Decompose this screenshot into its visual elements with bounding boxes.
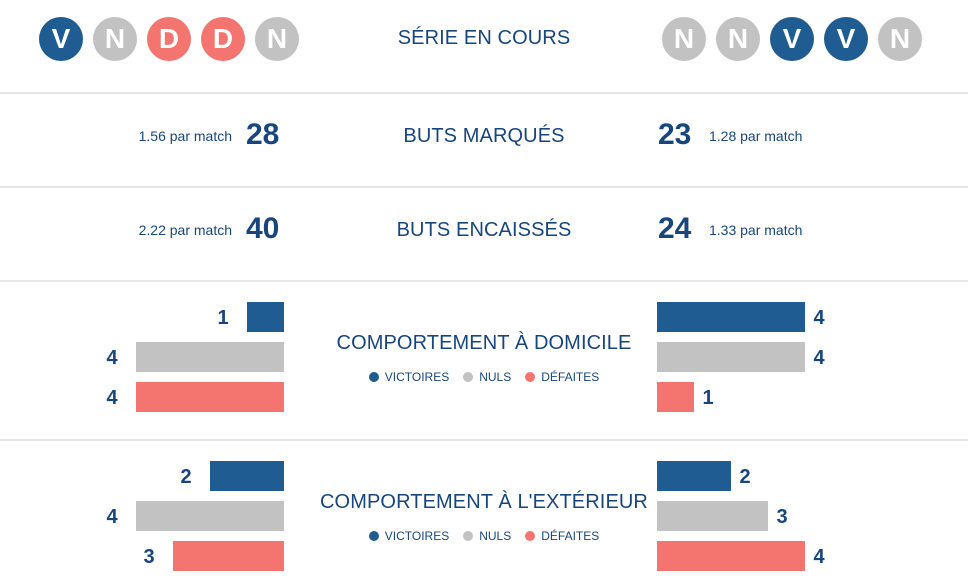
wins-dot-icon xyxy=(368,531,379,541)
draws-dot-icon xyxy=(463,372,474,382)
home-scored-per-match: 1.56 par match xyxy=(138,128,232,144)
legend-wins: VICTOIRES xyxy=(368,370,450,384)
divider xyxy=(0,439,968,441)
wins-dot-icon xyxy=(368,372,379,382)
legend-losses: DÉFAITES xyxy=(525,529,599,543)
away-team-home-wins-bar xyxy=(657,302,805,332)
home-team-home-draws-value: 4 xyxy=(106,347,118,369)
away-form-result-4: V xyxy=(824,17,868,61)
home-team-home-losses-bar xyxy=(136,382,284,412)
home-scored-total: 28 xyxy=(246,118,280,151)
away-team-away-wins-bar xyxy=(657,461,731,491)
home-team-home-wins-value: 1 xyxy=(217,307,229,329)
away-record-title: COMPORTEMENT À L'EXTÉRIEUR xyxy=(320,491,648,513)
away-form-result-3: V xyxy=(770,17,814,61)
form-title: SÉRIE EN COURS xyxy=(397,27,571,49)
away-conceded-total: 24 xyxy=(658,212,692,245)
home-form-result-1: V xyxy=(39,17,83,61)
legend-draws-label: NULS xyxy=(479,529,512,543)
divider xyxy=(0,186,968,188)
losses-dot-icon xyxy=(525,531,536,541)
home-record-title: COMPORTEMENT À DOMICILE xyxy=(336,332,632,354)
away-team-away-draws-bar xyxy=(657,501,768,531)
away-scored-total: 23 xyxy=(658,118,692,151)
home-team-home-losses-value: 4 xyxy=(106,387,118,409)
conceded-title: BUTS ENCAISSÉS xyxy=(396,219,572,241)
away-team-home-losses-bar xyxy=(657,382,694,412)
legend-draws: NULS xyxy=(463,370,511,384)
home-form-result-5: N xyxy=(255,17,299,61)
legend-draws: NULS xyxy=(463,529,511,543)
away-team-home-draws-value: 4 xyxy=(813,347,825,369)
home-team-home-draws-bar xyxy=(136,342,284,372)
home-team-away-wins-value: 2 xyxy=(180,466,192,488)
home-team-away-losses-bar xyxy=(173,541,284,571)
legend-losses-label: DÉFAITES xyxy=(541,529,600,543)
away-team-away-losses-value: 4 xyxy=(813,546,825,568)
home-team-away-losses-value: 3 xyxy=(143,546,155,568)
away-scored-per-match: 1.28 par match xyxy=(709,128,803,144)
home-form-result-4: D xyxy=(201,17,245,61)
away-team-home-draws-bar xyxy=(657,342,805,372)
home-team-home-wins-bar xyxy=(247,302,284,332)
divider xyxy=(0,280,968,282)
losses-dot-icon xyxy=(525,372,536,382)
home-record-legend: VICTOIRES NULS DÉFAITES xyxy=(0,370,968,384)
home-form-result-2: N xyxy=(93,17,137,61)
scored-title: BUTS MARQUÉS xyxy=(403,125,565,147)
home-form-streak: V N D D N xyxy=(39,17,299,61)
divider xyxy=(0,92,968,94)
away-team-home-wins-value: 4 xyxy=(813,307,825,329)
home-conceded-total: 40 xyxy=(246,212,280,245)
away-team-away-losses-bar xyxy=(657,541,805,571)
home-form-result-3: D xyxy=(147,17,191,61)
away-record-legend: VICTOIRES NULS DÉFAITES xyxy=(0,529,968,543)
away-team-away-draws-value: 3 xyxy=(776,506,788,528)
legend-losses: DÉFAITES xyxy=(525,370,599,384)
legend-wins-label: VICTOIRES xyxy=(384,529,450,543)
draws-dot-icon xyxy=(463,531,474,541)
legend-draws-label: NULS xyxy=(479,370,512,384)
legend-losses-label: DÉFAITES xyxy=(541,370,600,384)
away-conceded-per-match: 1.33 par match xyxy=(709,222,803,238)
legend-wins: VICTOIRES xyxy=(368,529,450,543)
away-form-result-1: N xyxy=(662,17,706,61)
legend-wins-label: VICTOIRES xyxy=(384,370,450,384)
away-form-result-5: N xyxy=(878,17,922,61)
home-team-away-draws-value: 4 xyxy=(106,506,118,528)
home-team-away-wins-bar xyxy=(210,461,284,491)
away-team-home-losses-value: 1 xyxy=(702,387,714,409)
home-conceded-per-match: 2.22 par match xyxy=(138,222,232,238)
home-team-away-draws-bar xyxy=(136,501,284,531)
away-form-result-2: N xyxy=(716,17,760,61)
away-team-away-wins-value: 2 xyxy=(739,466,751,488)
away-form-streak: N N V V N xyxy=(662,17,922,61)
